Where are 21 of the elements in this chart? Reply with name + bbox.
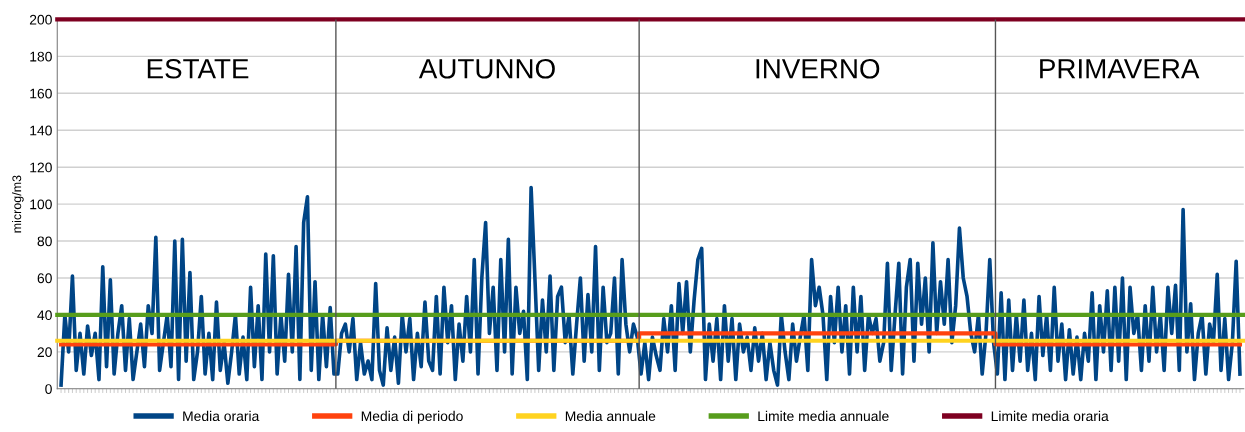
legend-label: Media di periodo xyxy=(361,410,463,424)
annotation: ESTATE xyxy=(147,58,249,79)
y-tick-label: 180 xyxy=(30,51,52,62)
y-tick-label: 120 xyxy=(30,162,52,173)
y-tick-label: 100 xyxy=(30,199,52,210)
annotation: PRIMAVERA xyxy=(1040,59,1200,79)
y-tick-label: 200 xyxy=(29,14,52,25)
y-tick-label: 40 xyxy=(37,310,52,321)
annotation: AUTUNNO xyxy=(418,58,555,79)
y-tick-label: 20 xyxy=(37,347,52,358)
legend-label: Media oraria xyxy=(183,410,260,422)
y-tick-label: 60 xyxy=(37,273,52,284)
y-axis-title: microg/m3 xyxy=(12,175,24,233)
y-tick-label: 140 xyxy=(30,125,52,136)
legend-label: Limite media oraria xyxy=(991,410,1109,422)
y-tick-label: 0 xyxy=(45,384,52,394)
legend-label: Limite media annuale xyxy=(758,410,889,422)
annotation: INVERNO xyxy=(756,58,880,79)
legend-label: Media annuale xyxy=(565,410,656,422)
y-tick-label: 160 xyxy=(30,88,52,99)
y-tick-label: 80 xyxy=(37,236,52,247)
